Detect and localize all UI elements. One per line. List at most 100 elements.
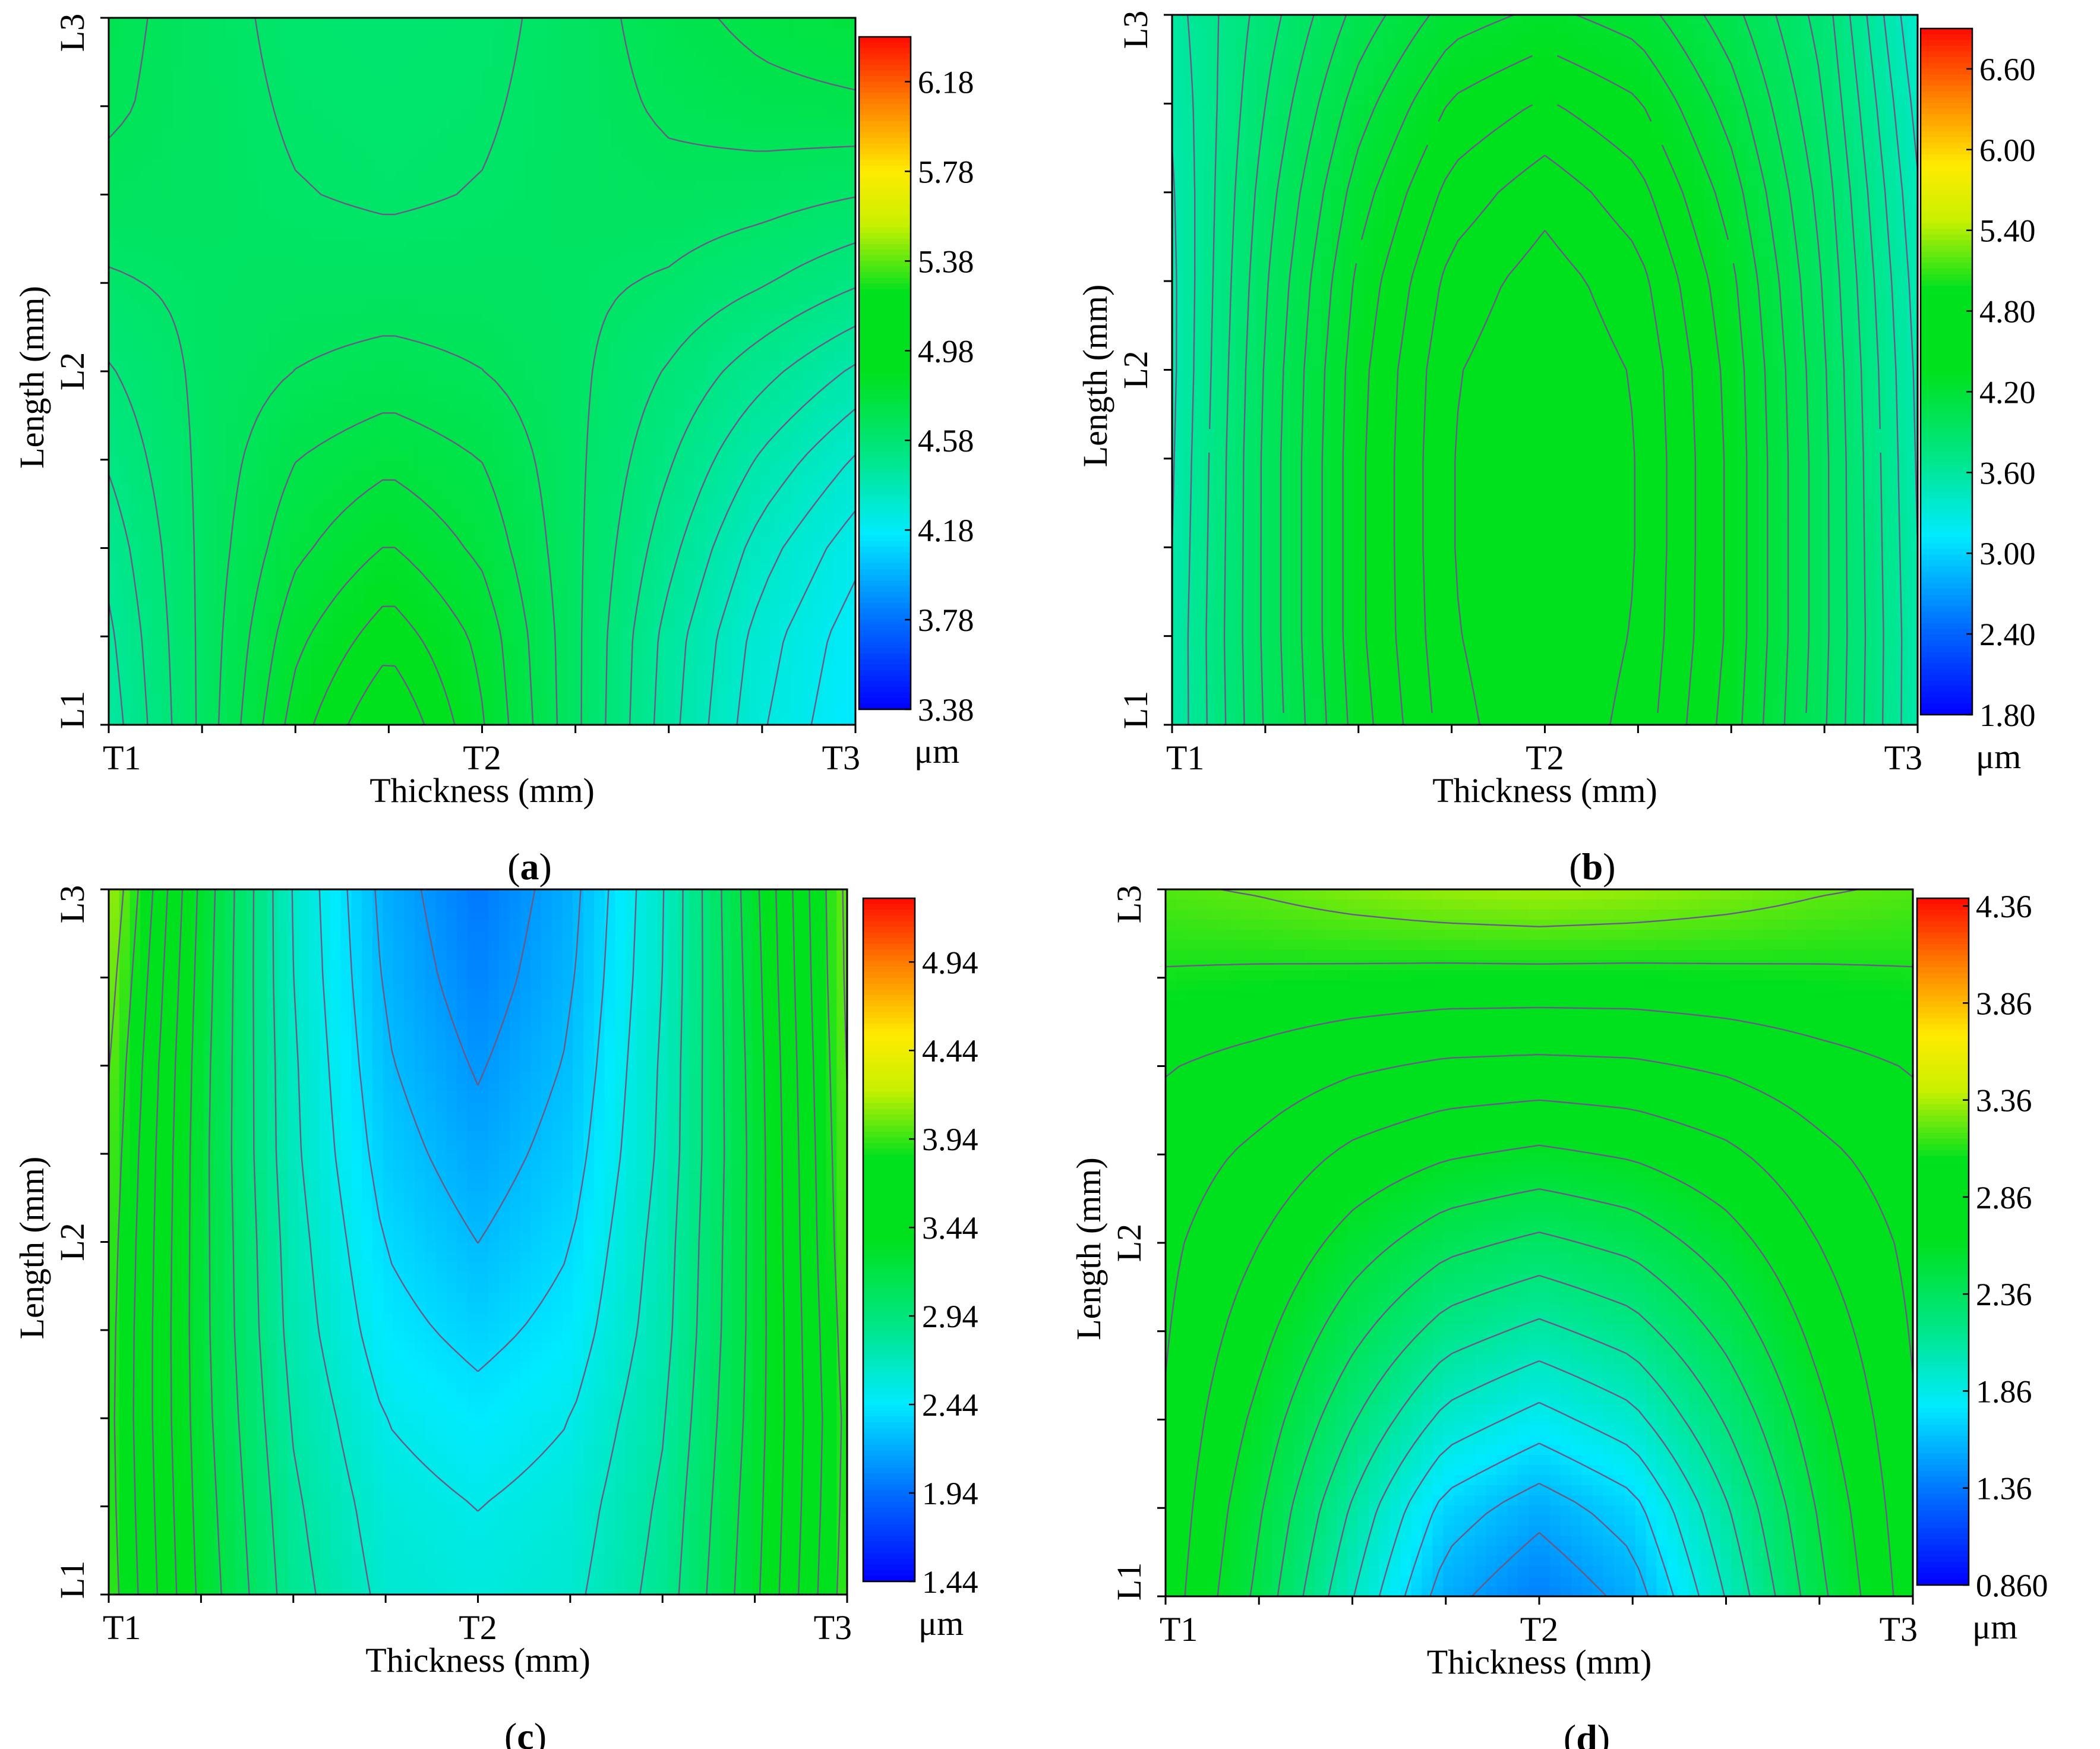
heatmap-cell	[834, 705, 845, 715]
heatmap-cell	[610, 179, 621, 190]
heatmap-cell	[823, 169, 835, 180]
heatmap-cell	[653, 190, 664, 200]
heatmap-cell	[450, 28, 462, 39]
y-tick-label: L3	[53, 14, 91, 52]
heatmap-cell	[301, 68, 312, 79]
heatmap-cell	[589, 694, 600, 705]
heatmap-cell	[184, 210, 195, 220]
heatmap-cell	[599, 472, 611, 483]
heatmap-cell	[770, 311, 781, 321]
heatmap-cell	[290, 341, 301, 352]
heatmap-cell	[173, 18, 184, 29]
heatmap-cell	[450, 129, 462, 140]
heatmap-cell	[781, 119, 792, 130]
heatmap-cell	[130, 260, 141, 271]
heatmap-cell	[440, 624, 451, 634]
heatmap-cell	[216, 250, 227, 261]
heatmap-cell	[429, 533, 440, 544]
heatmap-cell	[322, 280, 333, 291]
heatmap-cell	[749, 563, 760, 574]
heatmap-cell	[472, 573, 483, 584]
heatmap-cell	[151, 462, 163, 473]
heatmap-cell	[279, 371, 290, 382]
heatmap-cell	[130, 179, 141, 190]
heatmap-cell	[322, 664, 333, 675]
heatmap-cell	[482, 432, 494, 443]
heatmap-cell	[557, 240, 568, 251]
heatmap-cell	[674, 28, 686, 39]
heatmap-cell	[749, 543, 760, 554]
heatmap-cell	[610, 705, 621, 715]
heatmap-cell	[642, 89, 653, 99]
heatmap-cell	[418, 664, 430, 675]
heatmap-cell	[685, 18, 696, 29]
heatmap-cell	[791, 634, 803, 645]
heatmap-cell	[492, 563, 504, 574]
heatmap-cell	[834, 684, 845, 695]
heatmap-cell	[621, 220, 632, 231]
heatmap-cell	[290, 694, 301, 705]
heatmap-cell	[557, 462, 568, 473]
heatmap-cell	[194, 442, 206, 453]
heatmap-cell	[450, 674, 462, 685]
heatmap-cell	[802, 705, 813, 715]
colorbar-segment	[859, 71, 911, 77]
heatmap-cell	[162, 331, 173, 342]
heatmap-cell	[514, 634, 525, 645]
heatmap-cell	[492, 200, 504, 210]
heatmap-cell	[717, 169, 728, 180]
heatmap-cell	[610, 139, 621, 150]
heatmap-cell	[386, 139, 397, 150]
heatmap-cell	[418, 159, 430, 170]
colorbar-segment	[859, 166, 911, 172]
heatmap-cell	[770, 68, 781, 79]
heatmap-cell	[589, 38, 600, 49]
heatmap-cell	[610, 341, 621, 352]
heatmap-cell	[525, 705, 536, 715]
heatmap-cell	[525, 351, 536, 362]
heatmap-cell	[472, 462, 483, 473]
heatmap-cell	[696, 159, 707, 170]
heatmap-cell	[311, 412, 323, 422]
heatmap-cell	[151, 179, 163, 190]
heatmap-cell	[492, 190, 504, 200]
heatmap-cell	[472, 482, 483, 493]
heatmap-cell	[823, 432, 835, 443]
heatmap-cell	[759, 311, 770, 321]
heatmap-cell	[503, 583, 514, 594]
heatmap-cell	[375, 634, 387, 645]
heatmap-cell	[119, 139, 131, 150]
heatmap-cell	[599, 503, 611, 513]
heatmap-cell	[279, 634, 290, 645]
heatmap-cell	[589, 139, 600, 150]
heatmap-cell	[781, 503, 792, 513]
heatmap-cell	[802, 341, 813, 352]
heatmap-cell	[343, 89, 355, 99]
heatmap-cell	[557, 301, 568, 311]
heatmap-cell	[717, 190, 728, 200]
heatmap-cell	[226, 624, 238, 634]
heatmap-cell	[653, 422, 664, 432]
heatmap-cell	[674, 462, 686, 473]
heatmap-cell	[610, 593, 621, 604]
heatmap-cell	[418, 361, 430, 372]
heatmap-cell	[503, 452, 514, 463]
heatmap-cell	[492, 280, 504, 291]
heatmap-cell	[749, 38, 760, 49]
heatmap-cell	[674, 270, 686, 281]
heatmap-cell	[610, 674, 621, 685]
heatmap-cell	[141, 543, 152, 554]
heatmap-cell	[290, 644, 301, 655]
heatmap-cell	[194, 200, 206, 210]
heatmap-cell	[770, 452, 781, 463]
heatmap-cell	[717, 341, 728, 352]
heatmap-cell	[706, 169, 718, 180]
heatmap-cell	[226, 250, 238, 261]
heatmap-cell	[706, 462, 718, 473]
heatmap-cell	[440, 291, 451, 301]
heatmap-cell	[781, 18, 792, 29]
heatmap-cell	[685, 462, 696, 473]
heatmap-cell	[130, 624, 141, 634]
heatmap-cell	[236, 99, 248, 109]
heatmap-cell	[696, 664, 707, 675]
